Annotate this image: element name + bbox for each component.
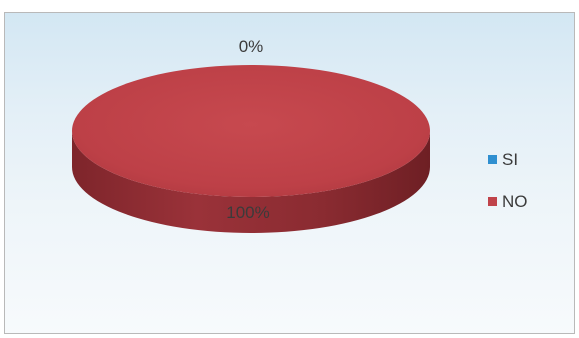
pie-chart bbox=[72, 65, 430, 233]
legend-swatch-no bbox=[488, 196, 497, 206]
data-label-si: 0% bbox=[238, 37, 264, 56]
pie-slice-side-no bbox=[72, 131, 430, 233]
legend-label-no: NO bbox=[502, 191, 528, 211]
legend-item-si: SI bbox=[488, 145, 558, 173]
data-label-no: 100% bbox=[226, 203, 270, 222]
chart-area: 0% 100% SI NO bbox=[4, 12, 575, 334]
legend: SI NO bbox=[488, 145, 558, 229]
legend-label-si: SI bbox=[502, 149, 519, 169]
legend-item-no: NO bbox=[488, 187, 558, 215]
pie-slice-no bbox=[72, 65, 430, 197]
legend-swatch-si bbox=[488, 154, 497, 164]
